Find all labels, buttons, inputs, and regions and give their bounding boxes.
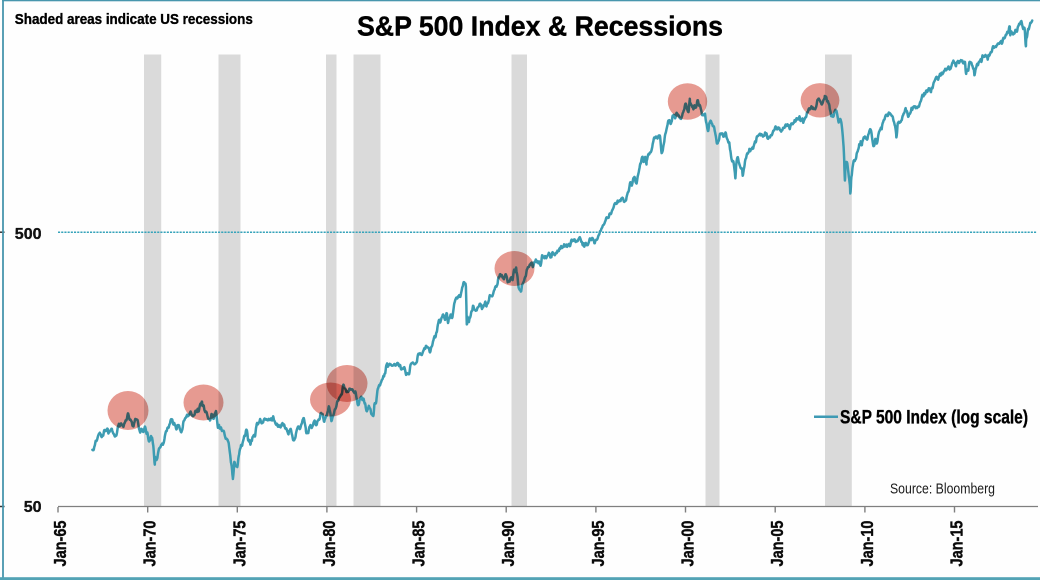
svg-text:S&P 500 Index (log scale): S&P 500 Index (log scale) xyxy=(840,408,1028,429)
svg-text:Jan-00: Jan-00 xyxy=(678,520,698,566)
svg-text:Jan-65: Jan-65 xyxy=(50,520,70,566)
svg-text:Jan-10: Jan-10 xyxy=(857,520,877,566)
svg-text:Jan-85: Jan-85 xyxy=(409,520,429,566)
svg-text:Jan-15: Jan-15 xyxy=(947,520,967,566)
svg-text:Jan-70: Jan-70 xyxy=(140,520,160,566)
svg-text:Jan-80: Jan-80 xyxy=(319,520,339,566)
svg-text:Jan-90: Jan-90 xyxy=(498,520,518,566)
svg-text:S&P 500 Index & Recessions: S&P 500 Index & Recessions xyxy=(357,11,723,42)
svg-text:Jan-05: Jan-05 xyxy=(767,520,787,566)
svg-text:50: 50 xyxy=(24,499,42,516)
svg-text:Shaded areas indicate US reces: Shaded areas indicate US recessions xyxy=(15,11,253,28)
svg-text:Jan-75: Jan-75 xyxy=(229,520,249,566)
svg-text:Jan-95: Jan-95 xyxy=(588,520,608,566)
svg-text:500: 500 xyxy=(15,226,42,243)
svg-text:Source: Bloomberg: Source: Bloomberg xyxy=(890,482,995,498)
